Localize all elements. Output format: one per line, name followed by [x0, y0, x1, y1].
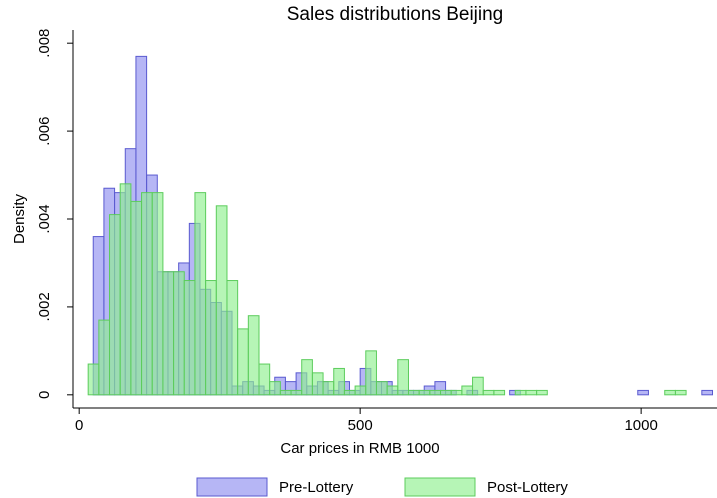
- bar: [482, 389, 495, 396]
- bar: [322, 381, 335, 396]
- x-tick-label: 500: [348, 417, 373, 434]
- bar: [173, 271, 185, 396]
- bar: [311, 372, 324, 396]
- bar: [301, 359, 313, 396]
- legend-swatch: [404, 477, 476, 497]
- bar: [664, 389, 676, 396]
- bar: [226, 280, 239, 396]
- bar: [701, 389, 714, 396]
- x-tick-label: 1000: [624, 417, 657, 434]
- bar: [397, 359, 409, 396]
- bar: [493, 389, 506, 396]
- chart-title: Sales distributions Beijing: [287, 4, 504, 25]
- bar: [536, 389, 548, 396]
- bar: [130, 200, 143, 396]
- bar: [386, 385, 399, 396]
- bar: [87, 363, 100, 396]
- bar: [472, 376, 484, 396]
- bar: [162, 271, 175, 396]
- bar: [343, 389, 356, 396]
- bar: [215, 205, 228, 396]
- y-tick-label: .002: [36, 292, 53, 321]
- bar: [525, 389, 538, 396]
- y-tick-label: .004: [36, 204, 53, 233]
- legend-label: Post-Lottery: [487, 479, 568, 496]
- bar: [109, 214, 121, 396]
- bar: [151, 192, 164, 396]
- bar: [333, 367, 345, 396]
- bar: [637, 389, 649, 396]
- bar: [514, 389, 527, 396]
- x-tick-label: 0: [75, 417, 83, 434]
- bar: [279, 389, 292, 396]
- bar: [247, 315, 260, 396]
- bar: [354, 385, 367, 396]
- bar: [440, 389, 452, 396]
- y-tick-label: 0: [36, 391, 53, 399]
- y-tick-label: .006: [36, 116, 53, 145]
- bar: [183, 280, 196, 396]
- bar: [258, 363, 271, 396]
- bar: [429, 389, 442, 396]
- bar: [407, 389, 420, 396]
- legend-label: Pre-Lottery: [279, 479, 354, 496]
- bar: [141, 192, 153, 396]
- bar: [205, 280, 217, 396]
- legend-swatch: [196, 477, 268, 497]
- bar: [119, 183, 132, 396]
- y-axis-label: Density: [11, 193, 28, 244]
- x-axis-label: Car prices in RMB 1000: [280, 440, 439, 457]
- y-tick-label: .008: [36, 29, 53, 58]
- bar: [461, 385, 474, 396]
- bar: [290, 389, 303, 396]
- bar: [269, 381, 281, 396]
- bar: [450, 389, 463, 396]
- bar: [418, 389, 431, 396]
- bar: [365, 350, 377, 396]
- bar: [194, 192, 207, 396]
- bar: [98, 319, 111, 396]
- bar: [375, 381, 388, 396]
- bar: [674, 389, 687, 396]
- bar: [237, 328, 249, 396]
